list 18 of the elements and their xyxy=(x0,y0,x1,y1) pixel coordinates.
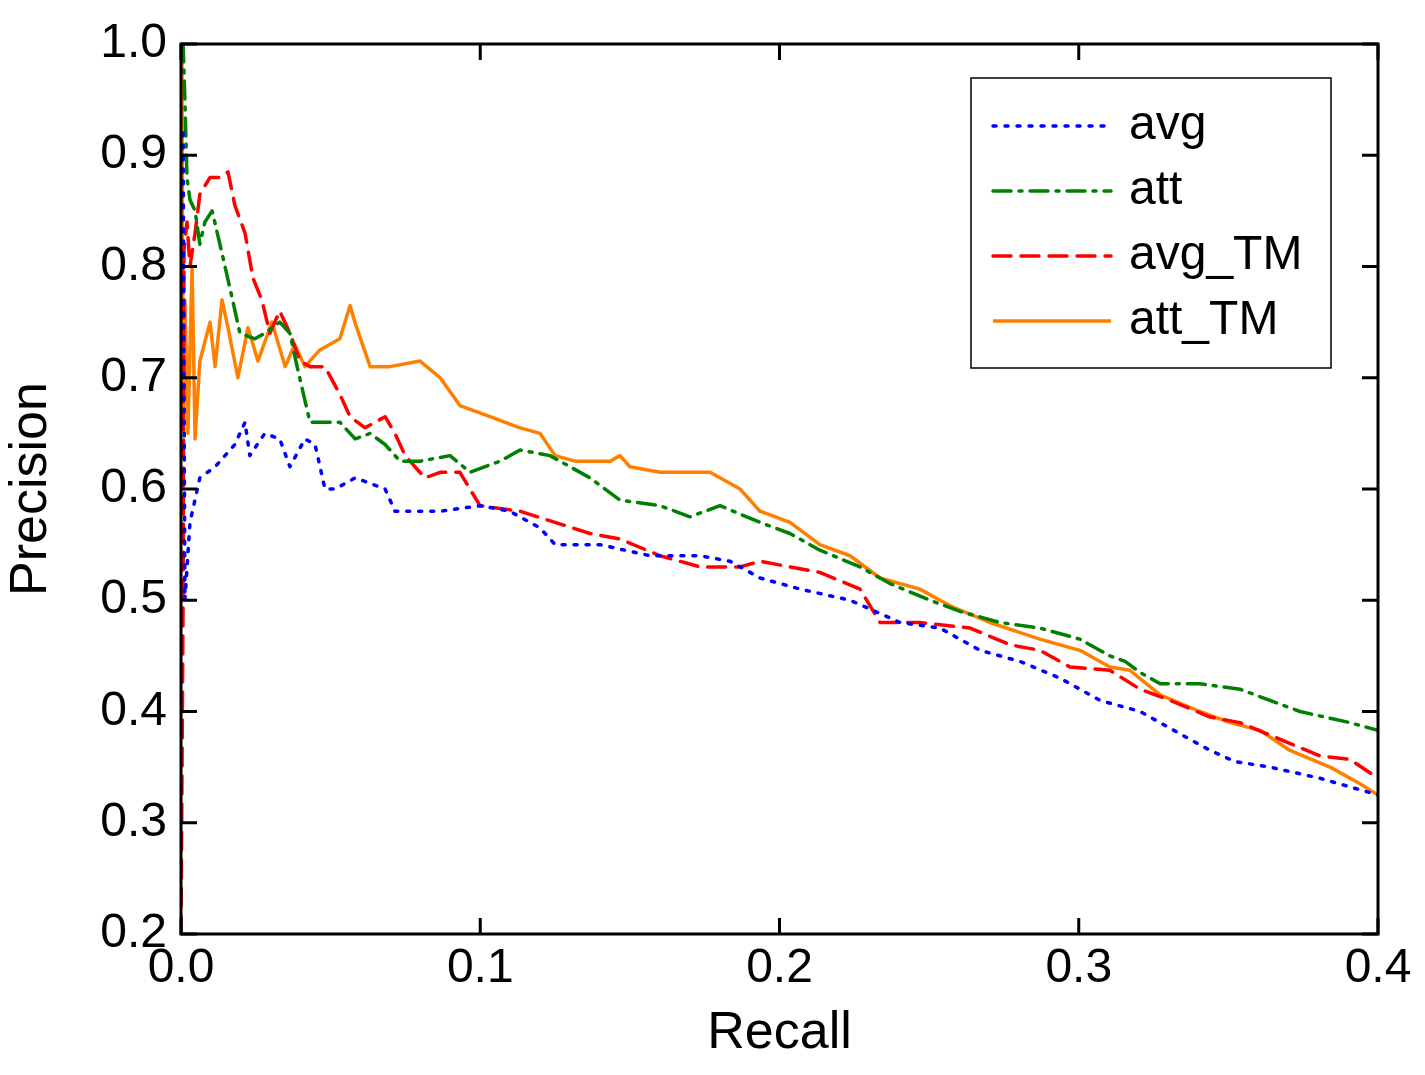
legend-label: avg xyxy=(1129,96,1207,150)
y-tick-label: 1.0 xyxy=(100,14,167,68)
y-tick-label: 0.4 xyxy=(100,681,167,735)
y-tick-label: 0.7 xyxy=(100,347,167,401)
legend-label: avg_TM xyxy=(1129,226,1303,280)
y-tick-label: 0.5 xyxy=(100,570,167,624)
legend-label: att_TM xyxy=(1129,291,1279,345)
x-tick-label: 0.3 xyxy=(1045,939,1113,993)
x-tick-label: 0.4 xyxy=(1344,939,1412,993)
legend-label: att xyxy=(1129,161,1183,215)
y-tick-label: 0.3 xyxy=(100,792,167,846)
x-tick-label: 0.2 xyxy=(746,939,813,993)
x-axis-title: Recall xyxy=(707,1001,852,1060)
y-tick-label: 0.6 xyxy=(100,459,167,513)
y-tick-label: 0.9 xyxy=(100,125,167,179)
y-tick-label: 0.8 xyxy=(100,236,167,290)
x-tick-label: 0.1 xyxy=(446,939,514,993)
y-axis-title: Precision xyxy=(0,382,57,596)
